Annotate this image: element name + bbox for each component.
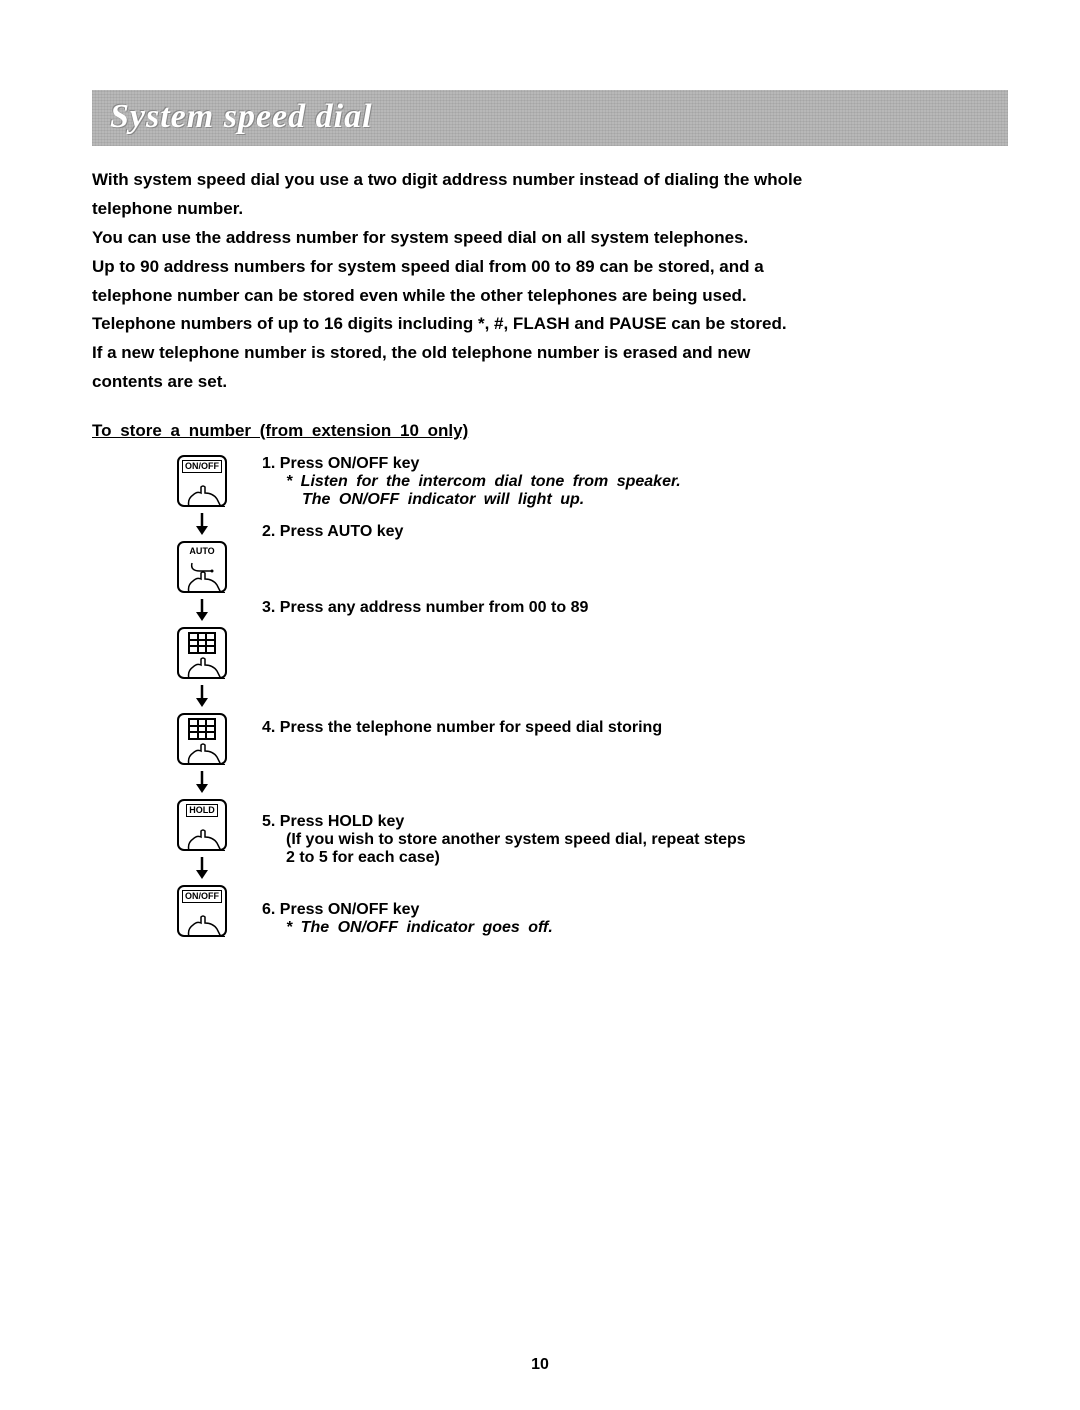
step-text: 5. Press HOLD key — [262, 813, 1008, 831]
step-text: 6. Press ON/OFF key — [262, 901, 1008, 919]
step-4: 4. Press the telephone number for speed … — [262, 719, 1008, 737]
icon-column: ON/OFF AUTO HOLD ON/O — [172, 455, 232, 943]
step-note: * Listen for the intercom dial tone from… — [286, 473, 1008, 491]
page-number: 10 — [0, 1356, 1080, 1374]
step-text: 1. Press ON/OFF key — [262, 455, 1008, 473]
arrow-down-icon — [193, 599, 211, 621]
section-heading: To store a number (from extension 10 onl… — [92, 421, 1008, 441]
step-sub: (If you wish to store another system spe… — [286, 831, 1008, 849]
intro-line: If a new telephone number is stored, the… — [92, 339, 1008, 368]
key-label: ON/OFF — [182, 890, 222, 903]
thumb-icon — [183, 657, 227, 679]
key-label: AUTO — [189, 546, 214, 557]
step-3: 3. Press any address number from 00 to 8… — [262, 599, 1008, 617]
arrow-down-icon — [193, 857, 211, 879]
step-text: 2. Press AUTO key — [262, 523, 1008, 541]
onoff-key-icon: ON/OFF — [177, 885, 227, 937]
step-6: 6. Press ON/OFF key * The ON/OFF indicat… — [262, 901, 1008, 937]
arrow-down-icon — [193, 685, 211, 707]
thumb-icon — [183, 743, 227, 765]
step-1: 1. Press ON/OFF key * Listen for the int… — [262, 455, 1008, 509]
intro-line: telephone number can be stored even whil… — [92, 282, 1008, 311]
intro-line: contents are set. — [92, 368, 1008, 397]
title-bar: System speed dial — [92, 90, 1008, 146]
arrow-down-icon — [193, 771, 211, 793]
keypad-key-icon — [177, 627, 227, 679]
step-sub: 2 to 5 for each case) — [286, 849, 1008, 867]
key-label: ON/OFF — [182, 460, 222, 473]
step-5: 5. Press HOLD key (If you wish to store … — [262, 813, 1008, 867]
steps-container: ON/OFF AUTO HOLD ON/O — [172, 455, 1008, 943]
intro-paragraph: With system speed dial you use a two dig… — [92, 166, 1008, 397]
step-text: 4. Press the telephone number for speed … — [262, 719, 1008, 737]
keypad-key-icon — [177, 713, 227, 765]
page-title: System speed dial — [110, 98, 990, 136]
step-note: The ON/OFF indicator will light up. — [302, 491, 1008, 509]
arrow-down-icon — [193, 513, 211, 535]
step-note: * The ON/OFF indicator goes off. — [286, 919, 1008, 937]
steps-text-column: 1. Press ON/OFF key * Listen for the int… — [262, 455, 1008, 943]
hold-key-icon: HOLD — [177, 799, 227, 851]
thumb-icon — [183, 485, 227, 507]
thumb-icon — [183, 915, 227, 937]
step-text: 3. Press any address number from 00 to 8… — [262, 599, 1008, 617]
intro-line: telephone number. — [92, 195, 1008, 224]
intro-line: You can use the address number for syste… — [92, 224, 1008, 253]
intro-line: Up to 90 address numbers for system spee… — [92, 253, 1008, 282]
key-label: HOLD — [186, 804, 218, 817]
keypad-grid-icon — [188, 718, 216, 740]
thumb-icon — [183, 571, 227, 593]
keypad-grid-icon — [188, 632, 216, 654]
intro-line: With system speed dial you use a two dig… — [92, 166, 1008, 195]
onoff-key-icon: ON/OFF — [177, 455, 227, 507]
thumb-icon — [183, 829, 227, 851]
intro-line: Telephone numbers of up to 16 digits inc… — [92, 310, 1008, 339]
auto-key-icon: AUTO — [177, 541, 227, 593]
step-2: 2. Press AUTO key — [262, 523, 1008, 541]
